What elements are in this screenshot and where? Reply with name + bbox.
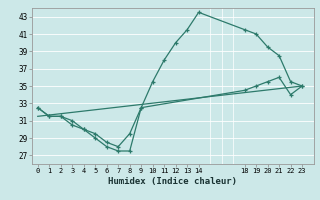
X-axis label: Humidex (Indice chaleur): Humidex (Indice chaleur) — [108, 177, 237, 186]
